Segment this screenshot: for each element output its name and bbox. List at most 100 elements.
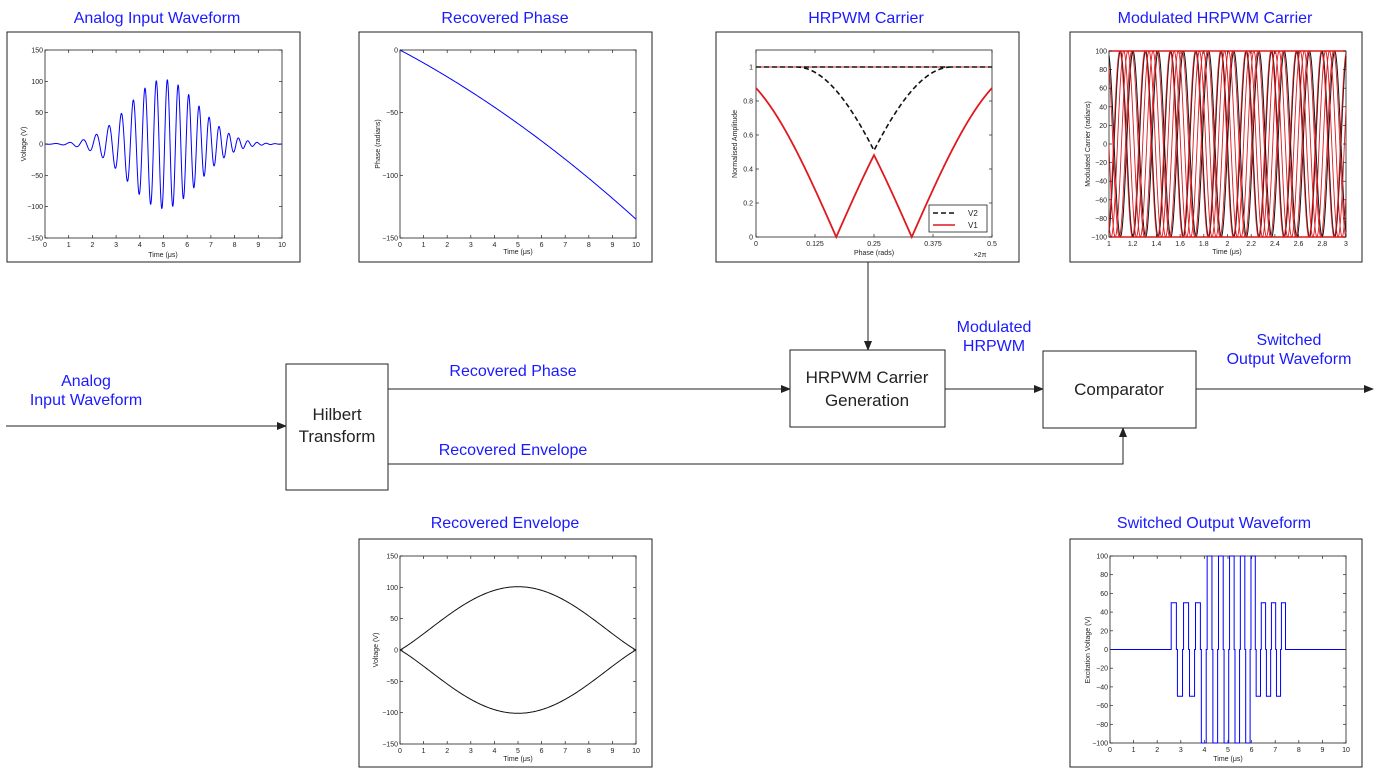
y-tick-label: 80: [1100, 572, 1108, 579]
y-tick-label: −60: [1096, 703, 1108, 710]
x-tick-label: 3: [114, 242, 118, 249]
envelope-lower-trace: [399, 649, 637, 714]
y-tick-label: 40: [1099, 104, 1107, 111]
y-tick-label: −40: [1095, 179, 1107, 186]
y-tick-label: −150: [382, 236, 398, 243]
x-tick-label: 1: [1132, 747, 1136, 754]
recovered-envelope-x-ticks: 0 1 2 3 4 5 6 7 8 9 10: [398, 556, 640, 755]
y-tick-label: 0: [1104, 647, 1108, 654]
recovered-envelope-plot: Recovered Envelope 0 1 2 3 4 5 6 7 8 9 10 150 100 50…: [358, 515, 653, 768]
analog-input-plot-title: Analog Input Waveform: [74, 10, 241, 27]
x-tick-label: 0.25: [867, 241, 881, 248]
y-tick-label: 50: [390, 616, 398, 623]
analog-input-plot: Analog Input Waveform 0 1 2 3 4 5 6 7 8 9 10 150 10…: [6, 10, 301, 263]
recovered-phase-y-ticks: 0 −50 −100 −150: [382, 48, 636, 243]
y-tick-label: −50: [386, 110, 398, 117]
switched-output-trace: [1110, 555, 1346, 744]
x-tick-label: 8: [587, 242, 591, 249]
y-tick-label: 100: [1095, 49, 1107, 56]
x-tick-label: 2.6: [1294, 241, 1304, 248]
y-tick-label: 20: [1099, 123, 1107, 130]
recovered-envelope-y-ticks: 150 100 50 0 −50 −100 −150: [382, 554, 636, 749]
legend-v1-label: V1: [968, 221, 978, 230]
y-tick-label: −80: [1096, 722, 1108, 729]
y-tick-label: 0.8: [743, 99, 753, 106]
hrpwm-legend: V2 V1: [928, 204, 988, 233]
x-tick-label: 1: [1107, 241, 1111, 248]
hrpwm-legend-box: [928, 204, 988, 233]
x-tick-label: 8: [587, 748, 591, 755]
y-tick-label: 100: [31, 79, 43, 86]
x-tick-label: 7: [563, 242, 567, 249]
analog-input-ylabel: Voltage (V): [21, 127, 28, 162]
x-tick-label: 10: [278, 242, 286, 249]
x-tick-label: 3: [1179, 747, 1183, 754]
recovered-phase-axes: [399, 49, 637, 239]
x-tick-label: 6: [540, 748, 544, 755]
modulated-carrier-black-trace: [1108, 50, 1347, 238]
switched-output-plot: Switched Output Waveform 0 1 2 3 4 5 6 7 8 9 10 10…: [1069, 515, 1363, 768]
y-tick-label: 0.2: [743, 201, 753, 208]
flow-analog-line2: Input Waveform: [30, 392, 142, 409]
recovered-envelope-ylabel: Voltage (V): [373, 633, 380, 668]
x-tick-label: 2: [1226, 241, 1230, 248]
x-tick-label: 8: [233, 242, 237, 249]
y-tick-label: −80: [1095, 216, 1107, 223]
x-tick-label: 7: [209, 242, 213, 249]
x-tick-label: 0: [398, 748, 402, 755]
y-tick-label: −100: [1091, 235, 1107, 242]
x-tick-label: 0.375: [924, 241, 942, 248]
x-tick-label: 3: [1344, 241, 1348, 248]
x-tick-label: 0: [43, 242, 47, 249]
x-tick-label: 5: [1226, 747, 1230, 754]
modulated-carrier-red-trace: [1108, 50, 1347, 238]
recovered-envelope-xlabel: Time (μs): [503, 756, 532, 763]
flow-modulated-line1: Modulated: [957, 319, 1032, 336]
hrpwm-v1-curve: [755, 87, 993, 240]
x-tick-label: 2.4: [1270, 241, 1280, 248]
recovered-envelope-plot-title: Recovered Envelope: [431, 515, 580, 532]
y-tick-label: 0.6: [743, 133, 753, 140]
x-tick-label: 3: [469, 748, 473, 755]
y-tick-label: 40: [1100, 610, 1108, 617]
x-tick-label: 10: [1342, 747, 1350, 754]
y-tick-label: −40: [1096, 684, 1108, 691]
y-tick-label: 0: [394, 648, 398, 655]
x-tick-label: 2.2: [1246, 241, 1256, 248]
y-tick-label: 80: [1099, 67, 1107, 74]
x-tick-label: 1.6: [1175, 241, 1185, 248]
modulated-carrier-red-trace: [1108, 50, 1347, 238]
flow-modulated-line2: HRPWM: [963, 338, 1025, 355]
x-tick-label: 9: [610, 748, 614, 755]
x-tick-label: 7: [563, 748, 567, 755]
flow-switched-line1: Switched: [1257, 332, 1322, 349]
x-tick-label: 1.4: [1152, 241, 1162, 248]
x-tick-label: 9: [610, 242, 614, 249]
x-tick-label: 5: [162, 242, 166, 249]
x-tick-label: 1: [422, 748, 426, 755]
comparator-block: [1042, 350, 1197, 429]
switched-output-y-ticks: 100 80 60 40 20 0 −20 −40 −60 −80 −100: [1092, 554, 1346, 748]
analog-input-trace: [44, 79, 283, 210]
x-tick-label: 1: [67, 242, 71, 249]
switched-output-x-ticks: 0 1 2 3 4 5 6 7 8 9 10: [1108, 556, 1350, 754]
modulated-carrier-ylabel: Modulated Carrier (radians): [1085, 101, 1092, 187]
analog-input-axes: [44, 49, 283, 239]
x-tick-label: 1.2: [1128, 241, 1138, 248]
x-tick-label: 9: [1320, 747, 1324, 754]
x-tick-label: 1: [422, 242, 426, 249]
recovered-phase-x-ticks: 0 1 2 3 4 5 6 7 8 9 10: [398, 50, 640, 249]
y-tick-label: 1: [749, 65, 753, 72]
y-tick-label: −50: [31, 173, 43, 180]
switched-output-ylabel: Excitation Voltage (V): [1085, 617, 1092, 684]
flow-analog-line1: Analog: [61, 373, 111, 390]
x-tick-label: 4: [492, 242, 496, 249]
hrpwm-carrier-y-ticks: 1 0.8 0.6 0.4 0.2 0: [743, 65, 992, 242]
x-tick-label: 2.8: [1317, 241, 1327, 248]
envelope-upper-trace: [399, 586, 637, 651]
y-tick-label: 0.4: [743, 167, 753, 174]
modulated-carrier-plot: Modulated HRPWM Carrier 1 1.2 1.4 1.6 1.8 2 2.…: [1069, 10, 1363, 263]
x-tick-label: 3: [469, 242, 473, 249]
modulated-carrier-red-trace: [1108, 50, 1347, 238]
recovered-phase-ylabel: Phase (radians): [375, 119, 382, 168]
